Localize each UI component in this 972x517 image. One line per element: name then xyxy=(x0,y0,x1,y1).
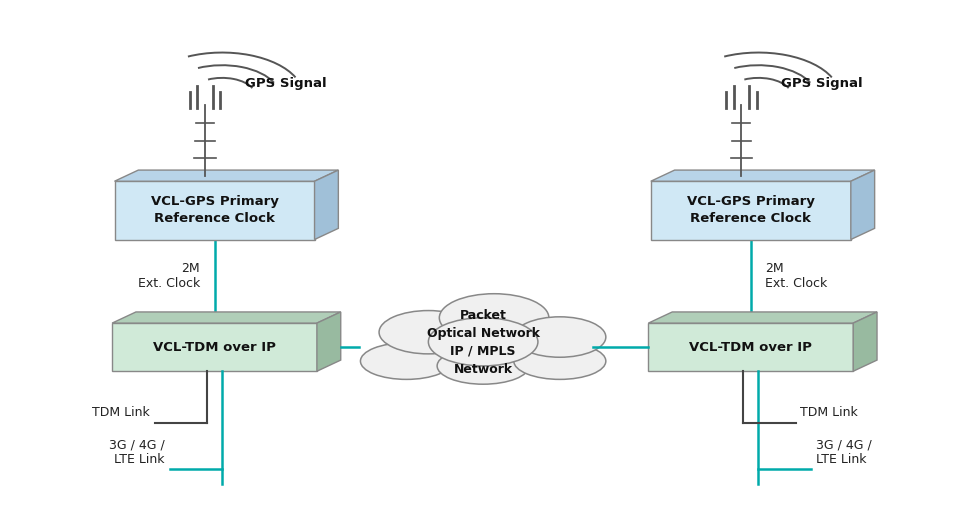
Text: TDM Link: TDM Link xyxy=(800,406,858,419)
Text: TDM Link: TDM Link xyxy=(92,406,150,419)
Polygon shape xyxy=(651,181,850,239)
Text: VCL-TDM over IP: VCL-TDM over IP xyxy=(153,341,276,354)
Polygon shape xyxy=(648,323,853,371)
Polygon shape xyxy=(651,170,875,181)
Text: VCL-TDM over IP: VCL-TDM over IP xyxy=(689,341,813,354)
Text: GPS Signal: GPS Signal xyxy=(245,77,327,90)
Text: 3G / 4G /
LTE Link: 3G / 4G / LTE Link xyxy=(109,438,165,466)
Polygon shape xyxy=(853,312,877,371)
Polygon shape xyxy=(317,312,341,371)
Polygon shape xyxy=(112,323,317,371)
Polygon shape xyxy=(315,170,338,239)
Polygon shape xyxy=(112,312,341,323)
Ellipse shape xyxy=(379,311,477,354)
Polygon shape xyxy=(648,312,877,323)
Polygon shape xyxy=(850,170,875,239)
Polygon shape xyxy=(115,181,315,239)
Text: VCL-GPS Primary
Reference Clock: VCL-GPS Primary Reference Clock xyxy=(687,195,815,225)
Text: GPS Signal: GPS Signal xyxy=(781,77,863,90)
Ellipse shape xyxy=(439,294,549,342)
Ellipse shape xyxy=(429,318,538,366)
Text: 2M: 2M xyxy=(765,262,783,275)
Text: Ext. Clock: Ext. Clock xyxy=(765,277,827,290)
Text: Ext. Clock: Ext. Clock xyxy=(138,277,200,290)
Ellipse shape xyxy=(437,347,529,384)
Text: 2M: 2M xyxy=(182,262,200,275)
Ellipse shape xyxy=(361,343,453,379)
Text: Packet
Optical Network
IP / MPLS
Network: Packet Optical Network IP / MPLS Network xyxy=(427,309,539,375)
Text: VCL-GPS Primary
Reference Clock: VCL-GPS Primary Reference Clock xyxy=(151,195,278,225)
Polygon shape xyxy=(115,170,338,181)
Ellipse shape xyxy=(514,343,606,379)
Text: 3G / 4G /
LTE Link: 3G / 4G / LTE Link xyxy=(816,438,871,466)
Ellipse shape xyxy=(514,317,606,357)
